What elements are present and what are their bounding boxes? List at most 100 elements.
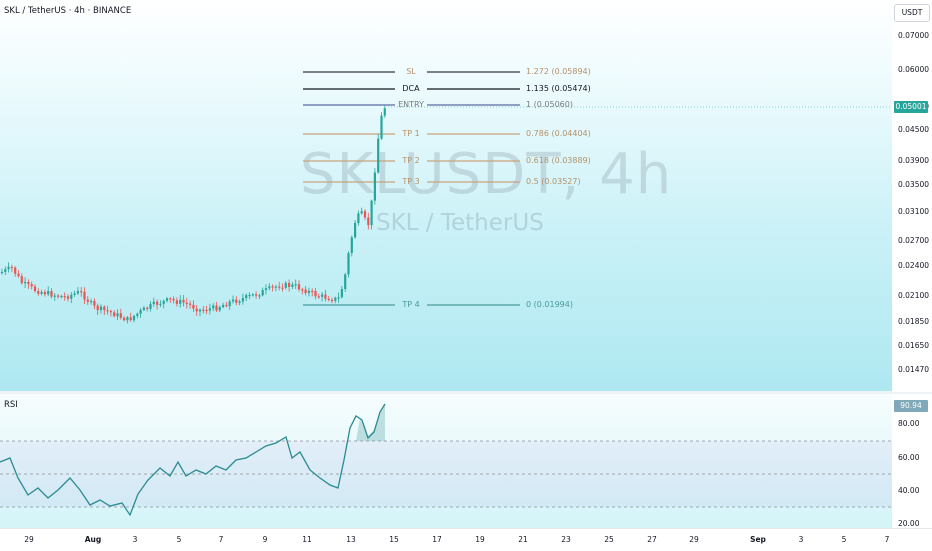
candle-body [0, 271, 4, 274]
price-axis[interactable] [892, 0, 932, 392]
candle-body [24, 281, 27, 284]
currency-button[interactable]: USDT [894, 4, 930, 22]
candle-body [119, 313, 122, 318]
candle-body [278, 286, 281, 288]
candle-body [20, 276, 23, 284]
candle-body [301, 289, 304, 291]
candle-body [360, 211, 363, 214]
candle-body [149, 304, 152, 309]
candle-body [297, 284, 301, 290]
candle-body [235, 299, 238, 303]
time-tick-label: 7 [884, 535, 890, 544]
time-tick-label: Sep [750, 535, 766, 544]
candle-body [162, 300, 165, 304]
candle-body [248, 294, 251, 297]
candle-body [106, 310, 109, 312]
candle-body [136, 313, 139, 316]
level-value-label: 1 (0.05060) [526, 100, 573, 109]
current-price-badge: 0.05001 [894, 101, 928, 113]
candle-body [317, 296, 320, 298]
candle-body [363, 211, 367, 218]
candle-body [354, 223, 357, 238]
rsi-tick-label: 80.00 [898, 419, 920, 428]
candle-body [179, 299, 182, 304]
candle-body [37, 291, 40, 294]
candle-body [377, 138, 380, 173]
candle-body [212, 305, 215, 309]
time-tick-label: 11 [302, 535, 312, 544]
rsi-pane[interactable] [0, 394, 892, 528]
candle-body [103, 306, 106, 311]
candle-body [70, 294, 73, 299]
time-tick-label: 25 [604, 535, 614, 544]
time-tick-label: 27 [647, 535, 657, 544]
symbol-title[interactable]: SKL / TetherUS · 4h · BINANCE [4, 6, 132, 16]
candle-body [86, 299, 89, 302]
candle-body [195, 308, 198, 312]
price-tick-label: 0.03100 [898, 207, 930, 216]
candle-body [380, 115, 383, 139]
rsi-value-badge: 90.94 [894, 400, 928, 412]
watermark-name: SKL / TetherUS [376, 210, 544, 236]
candle-body [57, 295, 60, 297]
candle-body [47, 290, 50, 295]
price-tick-label: 0.06000 [898, 65, 930, 74]
candle-body [383, 108, 386, 116]
rsi-tick-label: 60.00 [898, 453, 920, 462]
level-value-label: 0.5 (0.03527) [526, 177, 581, 186]
price-tick-label: 0.01470 [898, 365, 930, 374]
candle-body [10, 266, 13, 269]
time-tick-label: 3 [798, 535, 804, 544]
level-name-label: ENTRY [398, 100, 424, 109]
candle-body [367, 217, 370, 226]
level-value-label: 0 (0.01994) [526, 300, 573, 309]
candle-body [228, 301, 231, 307]
candle-body [182, 299, 185, 303]
candle-body [327, 298, 330, 300]
price-tick-label: 0.03500 [898, 180, 930, 189]
price-tick-label: 0.01850 [898, 317, 930, 326]
candle-body [152, 301, 155, 305]
candle-body [357, 213, 360, 224]
pane-separator[interactable] [0, 391, 932, 394]
candle-body [264, 288, 268, 291]
candle-body [129, 317, 132, 321]
candle-body [63, 295, 66, 298]
candle-body [238, 301, 241, 303]
candle-body [350, 237, 353, 254]
candle-body [258, 295, 261, 297]
candle-body [241, 298, 244, 302]
level-name-label: SL [406, 67, 416, 76]
candle-body [66, 296, 70, 299]
candle-body [90, 300, 93, 303]
candle-body [169, 298, 172, 300]
candle-body [142, 307, 145, 311]
candle-body [337, 297, 340, 299]
price-tick-label: 0.07000 [898, 31, 930, 40]
level-value-label: 0.618 (0.03889) [526, 156, 591, 165]
candle-body [208, 308, 211, 311]
rsi-axis[interactable] [892, 394, 932, 528]
candle-body [165, 298, 169, 301]
candle-body [30, 284, 33, 287]
time-tick-label: 5 [176, 535, 182, 544]
candle-body [281, 287, 284, 289]
rsi-indicator-title[interactable]: RSI [4, 400, 18, 410]
level-name-label: TP 4 [402, 300, 420, 309]
price-tick-label: 0.04500 [898, 125, 930, 134]
candle-body [99, 306, 103, 311]
price-pane[interactable] [0, 0, 892, 392]
rsi-overbought-fill [356, 404, 385, 441]
candle-body [189, 303, 192, 305]
price-tick-label: 0.02400 [898, 261, 930, 270]
time-tick-label: 7 [218, 535, 224, 544]
candle-body [370, 200, 373, 226]
time-axis[interactable] [0, 528, 932, 551]
candle-body [60, 295, 63, 298]
candle-body [7, 266, 10, 270]
level-name-label: TP 3 [402, 177, 420, 186]
candle-body [123, 317, 126, 321]
level-value-label: 1.272 (0.05894) [526, 67, 591, 76]
